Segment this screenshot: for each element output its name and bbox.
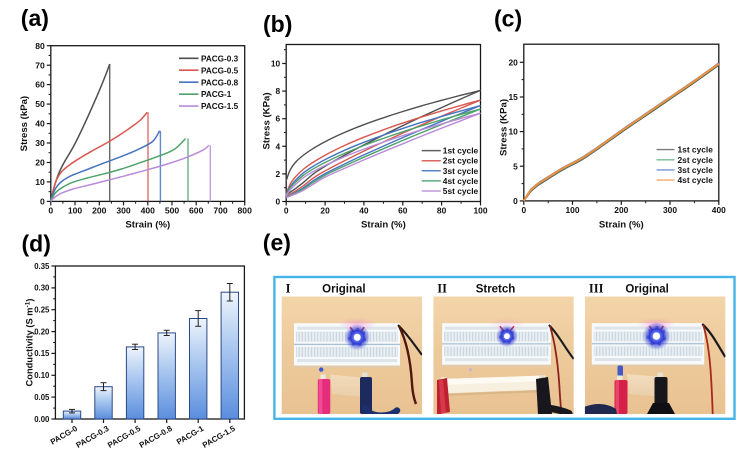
svg-text:200: 200 — [614, 205, 628, 215]
svg-text:II: II — [437, 282, 447, 296]
svg-text:100: 100 — [474, 206, 488, 216]
svg-text:I: I — [286, 282, 291, 296]
svg-text:40: 40 — [359, 206, 369, 216]
svg-text:PACG-0.5: PACG-0.5 — [201, 66, 239, 75]
svg-text:60: 60 — [398, 206, 408, 216]
svg-text:0.10: 0.10 — [34, 371, 50, 380]
svg-text:15: 15 — [508, 92, 518, 102]
svg-text:Strain (%): Strain (%) — [599, 220, 644, 231]
svg-text:0.30: 0.30 — [34, 284, 50, 293]
svg-text:6: 6 — [276, 114, 281, 124]
svg-text:0: 0 — [48, 206, 53, 216]
svg-text:4st cycle: 4st cycle — [678, 175, 714, 185]
svg-text:0.35: 0.35 — [34, 262, 50, 271]
svg-text:Stress (KPa): Stress (KPa) — [262, 92, 273, 149]
svg-text:Stress (kPa): Stress (kPa) — [19, 96, 30, 151]
svg-text:0.25: 0.25 — [34, 306, 50, 315]
svg-text:800: 800 — [238, 206, 253, 216]
svg-text:400: 400 — [141, 206, 156, 216]
svg-text:0: 0 — [40, 197, 45, 207]
svg-text:0: 0 — [284, 206, 289, 216]
svg-text:PACG-1: PACG-1 — [201, 90, 232, 99]
svg-text:III: III — [589, 282, 604, 296]
svg-text:2st cycle: 2st cycle — [443, 156, 479, 166]
svg-text:PACG-0.8: PACG-0.8 — [201, 78, 239, 87]
svg-text:60: 60 — [35, 80, 45, 90]
svg-text:PACG-0.3: PACG-0.3 — [201, 54, 239, 63]
svg-text:400: 400 — [712, 205, 726, 215]
svg-text:Conductivity (S m-1): Conductivity (S m-1) — [24, 299, 35, 387]
svg-text:10: 10 — [35, 177, 45, 187]
svg-text:100: 100 — [566, 205, 580, 215]
svg-text:600: 600 — [189, 206, 204, 216]
svg-text:0.20: 0.20 — [34, 327, 50, 336]
svg-text:(d): (d) — [22, 230, 51, 256]
svg-text:0.15: 0.15 — [34, 349, 50, 358]
svg-text:4st cycle: 4st cycle — [443, 176, 479, 186]
svg-text:10: 10 — [508, 127, 518, 137]
svg-text:700: 700 — [213, 206, 228, 216]
svg-text:(e): (e) — [263, 230, 291, 256]
svg-text:50: 50 — [35, 99, 45, 109]
svg-text:1st cycle: 1st cycle — [678, 145, 714, 155]
svg-text:PACG-1.5: PACG-1.5 — [201, 102, 239, 111]
svg-text:0: 0 — [521, 205, 526, 215]
svg-text:0.05: 0.05 — [34, 393, 50, 402]
svg-text:Original: Original — [322, 284, 365, 296]
svg-text:1st cycle: 1st cycle — [443, 146, 479, 156]
svg-text:100: 100 — [68, 206, 83, 216]
svg-text:(a): (a) — [21, 5, 49, 31]
svg-text:(b): (b) — [263, 11, 292, 37]
svg-text:500: 500 — [165, 206, 180, 216]
svg-text:20: 20 — [35, 158, 45, 168]
svg-text:200: 200 — [92, 206, 107, 216]
svg-text:2st cycle: 2st cycle — [678, 155, 714, 165]
svg-text:4: 4 — [276, 141, 281, 151]
svg-text:5: 5 — [513, 161, 518, 171]
svg-text:300: 300 — [663, 205, 677, 215]
svg-text:80: 80 — [437, 206, 447, 216]
svg-text:70: 70 — [35, 60, 45, 70]
svg-text:80: 80 — [35, 41, 45, 51]
svg-text:10: 10 — [271, 59, 281, 69]
svg-text:0: 0 — [276, 197, 281, 207]
svg-text:(c): (c) — [494, 6, 522, 32]
svg-text:Stretch: Stretch — [476, 284, 516, 296]
svg-text:0.00: 0.00 — [34, 415, 50, 424]
svg-text:3st cycle: 3st cycle — [443, 166, 479, 176]
svg-text:20: 20 — [508, 57, 518, 67]
svg-text:0: 0 — [513, 196, 518, 206]
svg-text:20: 20 — [320, 206, 330, 216]
svg-text:2: 2 — [276, 169, 281, 179]
svg-text:5st cycle: 5st cycle — [443, 186, 479, 196]
svg-text:3st cycle: 3st cycle — [678, 165, 714, 175]
svg-text:Strain (%): Strain (%) — [361, 220, 406, 231]
svg-text:30: 30 — [35, 138, 45, 148]
svg-text:Strain (%): Strain (%) — [125, 220, 170, 231]
svg-text:40: 40 — [35, 119, 45, 129]
svg-text:8: 8 — [276, 86, 281, 96]
svg-text:300: 300 — [116, 206, 131, 216]
svg-text:Original: Original — [625, 284, 668, 296]
svg-text:Stress (KPa): Stress (KPa) — [499, 99, 510, 156]
